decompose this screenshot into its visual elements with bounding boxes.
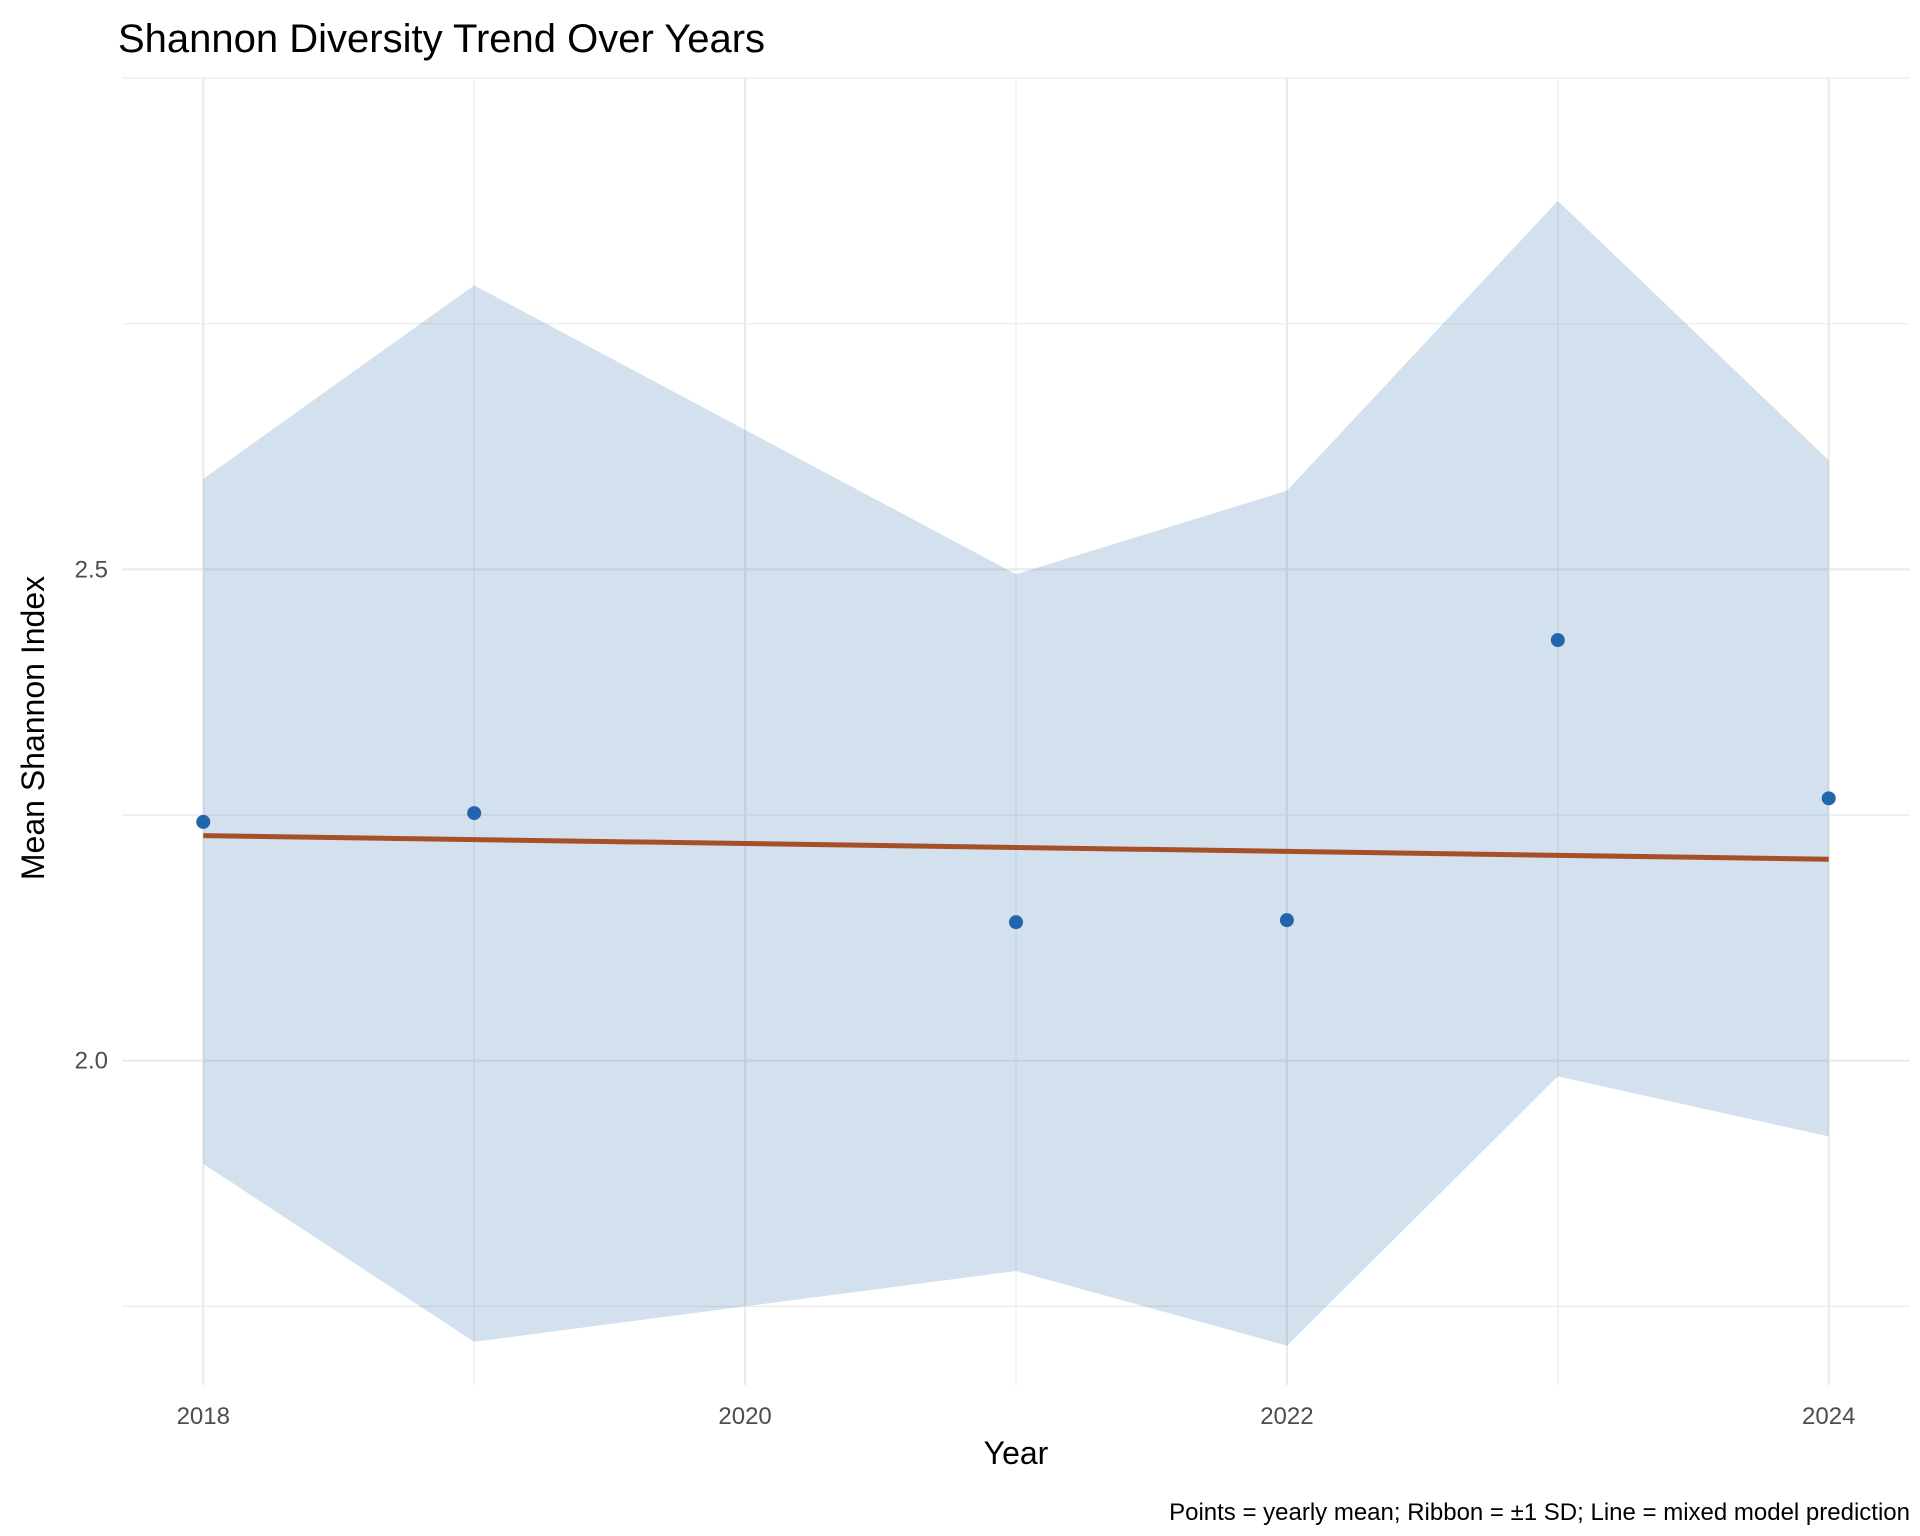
yearly-mean-point — [1279, 913, 1294, 928]
mixed-model-prediction-line — [203, 833, 1829, 862]
yearly-mean-point — [196, 814, 211, 829]
yearly-mean-point — [1821, 791, 1836, 806]
y-axis-ticks: 2.0 2.5 — [75, 556, 108, 1074]
chart-caption: Points = yearly mean; Ribbon = ±1 SD; Li… — [1169, 1499, 1910, 1526]
x-tick-label: 2024 — [1802, 1403, 1855, 1430]
sd-ribbon — [203, 200, 1829, 1346]
chart-title: Shannon Diversity Trend Over Years — [118, 17, 765, 61]
yearly-mean-point — [467, 806, 482, 821]
x-tick-label: 2018 — [177, 1403, 230, 1430]
x-axis-ticks: 2018 2020 2022 2024 — [177, 1403, 1856, 1430]
x-tick-label: 2020 — [718, 1403, 771, 1430]
yearly-mean-point — [1009, 915, 1023, 930]
sd-ribbon-layer — [203, 200, 1829, 1346]
grid — [122, 77, 1910, 1385]
y-tick-label: 2.0 — [75, 1048, 108, 1075]
yearly-mean-points — [196, 633, 1836, 930]
y-tick-label: 2.5 — [75, 556, 108, 583]
yearly-mean-point — [1550, 633, 1565, 648]
x-axis-title: Year — [984, 1435, 1049, 1471]
y-axis-title: Mean Shannon Index — [15, 576, 51, 880]
prediction-line-layer — [203, 833, 1829, 862]
x-tick-label: 2022 — [1260, 1403, 1313, 1430]
